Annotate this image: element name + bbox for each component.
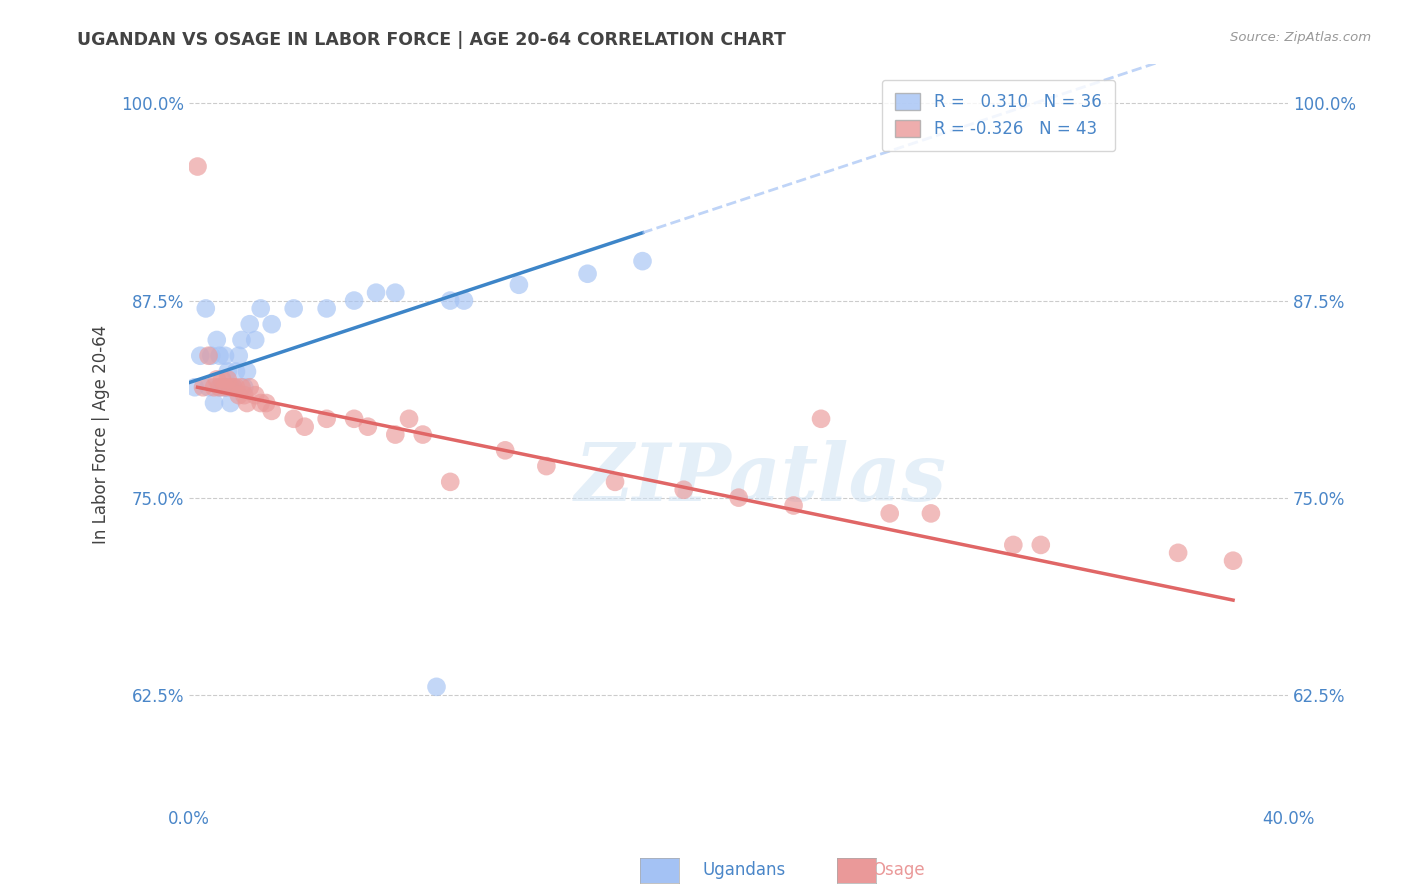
Point <box>217 380 239 394</box>
Point <box>249 396 271 410</box>
Point <box>214 380 236 394</box>
Text: Osage: Osage <box>872 861 924 879</box>
Point <box>343 293 366 308</box>
Point <box>211 372 233 386</box>
Point <box>494 443 516 458</box>
Point <box>191 380 214 394</box>
Point <box>1002 538 1025 552</box>
Point <box>200 349 222 363</box>
Point <box>920 507 942 521</box>
Point <box>412 427 434 442</box>
Point <box>222 380 245 394</box>
Point <box>245 333 267 347</box>
Point <box>508 277 530 292</box>
Point <box>1222 554 1244 568</box>
Point <box>576 267 599 281</box>
Point <box>294 419 316 434</box>
Point <box>343 412 366 426</box>
Point <box>197 380 219 394</box>
Point <box>782 499 804 513</box>
Point <box>236 364 259 378</box>
Point <box>810 412 832 426</box>
Point <box>219 396 242 410</box>
Text: ZIPatlas: ZIPatlas <box>575 441 946 517</box>
Point <box>260 317 283 331</box>
Point <box>453 293 475 308</box>
Point <box>398 412 420 426</box>
Point <box>186 160 208 174</box>
Text: UGANDAN VS OSAGE IN LABOR FORCE | AGE 20-64 CORRELATION CHART: UGANDAN VS OSAGE IN LABOR FORCE | AGE 20… <box>77 31 786 49</box>
Point <box>228 388 250 402</box>
Point <box>222 380 245 394</box>
Point <box>231 333 253 347</box>
Point <box>1167 546 1189 560</box>
Point <box>364 285 387 300</box>
Point <box>239 317 262 331</box>
Point <box>225 364 247 378</box>
Point <box>217 372 239 386</box>
Y-axis label: In Labor Force | Age 20-64: In Labor Force | Age 20-64 <box>93 325 110 544</box>
Point <box>217 364 239 378</box>
Point <box>211 380 233 394</box>
Point <box>202 380 225 394</box>
Point <box>727 491 749 505</box>
Point <box>188 349 211 363</box>
Point <box>231 380 253 394</box>
Point <box>219 380 242 394</box>
Point <box>208 349 231 363</box>
Point <box>384 285 406 300</box>
Point <box>197 349 219 363</box>
Point <box>603 475 626 489</box>
Point <box>1029 538 1052 552</box>
Point <box>879 507 901 521</box>
Point <box>315 301 337 316</box>
Legend: R =   0.310   N = 36, R = -0.326   N = 43: R = 0.310 N = 36, R = -0.326 N = 43 <box>882 79 1115 151</box>
Text: Ugandans: Ugandans <box>703 861 786 879</box>
Point <box>283 301 305 316</box>
Point <box>384 427 406 442</box>
Point <box>357 419 380 434</box>
Point <box>631 254 654 268</box>
Point <box>283 412 305 426</box>
Point <box>315 412 337 426</box>
Point <box>236 396 259 410</box>
Point <box>249 301 271 316</box>
Point <box>205 372 228 386</box>
Point <box>254 396 277 410</box>
Point <box>228 349 250 363</box>
Point <box>233 388 256 402</box>
Point <box>233 380 256 394</box>
Point <box>194 301 217 316</box>
Point <box>439 293 461 308</box>
Point <box>184 380 207 394</box>
Point <box>225 380 247 394</box>
Point <box>439 475 461 489</box>
Point <box>425 680 447 694</box>
Point <box>672 483 695 497</box>
Point <box>208 380 231 394</box>
Point <box>208 380 231 394</box>
Point <box>214 380 236 394</box>
Point <box>214 349 236 363</box>
Point <box>536 459 558 474</box>
Point <box>239 380 262 394</box>
Point <box>260 404 283 418</box>
Point <box>205 333 228 347</box>
Point <box>202 396 225 410</box>
Text: Source: ZipAtlas.com: Source: ZipAtlas.com <box>1230 31 1371 45</box>
Point <box>245 388 267 402</box>
